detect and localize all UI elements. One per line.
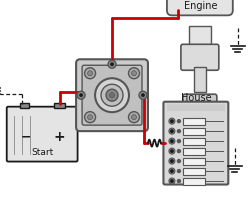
Circle shape bbox=[131, 71, 136, 76]
Text: Start: Start bbox=[31, 148, 53, 157]
Circle shape bbox=[170, 150, 172, 152]
Bar bbox=[182, 148, 204, 155]
Circle shape bbox=[128, 68, 139, 79]
Circle shape bbox=[138, 91, 146, 99]
Bar bbox=[182, 118, 204, 125]
Circle shape bbox=[168, 138, 174, 144]
Circle shape bbox=[77, 91, 85, 99]
Circle shape bbox=[168, 128, 174, 134]
FancyBboxPatch shape bbox=[163, 102, 227, 184]
FancyBboxPatch shape bbox=[166, 0, 232, 15]
Circle shape bbox=[128, 112, 139, 123]
Circle shape bbox=[170, 130, 172, 132]
FancyBboxPatch shape bbox=[76, 59, 147, 131]
Circle shape bbox=[106, 89, 117, 101]
Circle shape bbox=[110, 63, 113, 66]
Bar bbox=[180, 118, 218, 123]
Circle shape bbox=[168, 178, 174, 184]
Ellipse shape bbox=[183, 137, 193, 151]
Circle shape bbox=[177, 170, 180, 173]
Bar bbox=[193, 67, 205, 92]
Circle shape bbox=[170, 160, 172, 162]
Circle shape bbox=[168, 148, 174, 154]
FancyBboxPatch shape bbox=[182, 94, 216, 120]
Bar bbox=[182, 178, 204, 184]
Circle shape bbox=[170, 180, 172, 182]
Circle shape bbox=[108, 60, 116, 68]
Text: +: + bbox=[53, 130, 65, 144]
Text: −: − bbox=[21, 131, 31, 144]
Bar bbox=[182, 168, 204, 175]
Circle shape bbox=[84, 112, 95, 123]
Bar bbox=[54, 103, 65, 108]
Circle shape bbox=[109, 93, 114, 98]
Bar bbox=[182, 128, 204, 135]
FancyBboxPatch shape bbox=[82, 65, 141, 125]
Circle shape bbox=[87, 115, 92, 120]
Circle shape bbox=[168, 118, 174, 124]
Circle shape bbox=[170, 170, 172, 172]
Circle shape bbox=[101, 84, 122, 106]
Circle shape bbox=[177, 160, 180, 163]
Circle shape bbox=[170, 140, 172, 142]
Circle shape bbox=[177, 179, 180, 182]
Ellipse shape bbox=[183, 109, 193, 123]
Circle shape bbox=[177, 120, 180, 123]
Ellipse shape bbox=[204, 127, 220, 134]
Text: Engine: Engine bbox=[183, 1, 217, 11]
Circle shape bbox=[170, 120, 172, 122]
Circle shape bbox=[87, 71, 92, 76]
Text: House: House bbox=[180, 93, 210, 103]
Circle shape bbox=[131, 115, 136, 120]
Bar bbox=[182, 138, 204, 145]
Circle shape bbox=[177, 150, 180, 153]
Circle shape bbox=[141, 94, 144, 97]
FancyBboxPatch shape bbox=[180, 44, 218, 70]
Bar bbox=[182, 158, 204, 165]
Circle shape bbox=[79, 94, 82, 97]
Bar bbox=[20, 103, 29, 108]
Circle shape bbox=[177, 130, 180, 133]
Circle shape bbox=[168, 168, 174, 174]
FancyBboxPatch shape bbox=[7, 107, 77, 162]
Bar bbox=[188, 26, 210, 46]
Circle shape bbox=[168, 158, 174, 164]
Circle shape bbox=[84, 68, 95, 79]
Circle shape bbox=[177, 140, 180, 143]
Bar bbox=[166, 104, 224, 111]
Circle shape bbox=[95, 78, 129, 112]
Bar bbox=[188, 26, 210, 46]
